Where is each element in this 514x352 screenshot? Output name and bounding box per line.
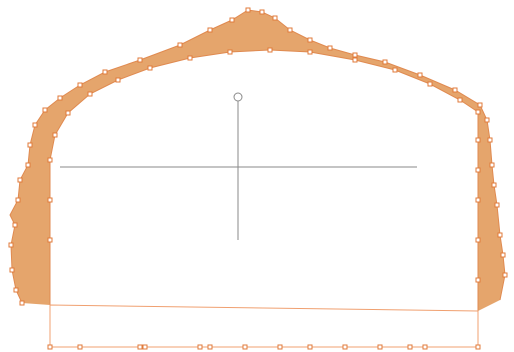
square-handle-icon[interactable] — [77, 344, 83, 350]
square-handle-icon[interactable] — [9, 267, 15, 273]
square-handle-icon[interactable] — [187, 55, 193, 61]
square-handle-icon[interactable] — [12, 222, 18, 228]
square-handle-icon[interactable] — [475, 277, 481, 283]
square-handle-icon[interactable] — [259, 9, 265, 15]
square-handle-icon[interactable] — [137, 344, 143, 350]
square-handle-icon[interactable] — [42, 107, 48, 113]
square-handle-icon[interactable] — [15, 197, 21, 203]
square-handle-icon[interactable] — [327, 45, 333, 51]
square-handle-icon[interactable] — [352, 52, 358, 58]
square-handle-icon[interactable] — [13, 287, 19, 293]
square-handle-icon[interactable] — [65, 110, 71, 116]
design-profile[interactable] — [49, 49, 479, 311]
square-handle-icon[interactable] — [500, 252, 506, 258]
square-handle-icon[interactable] — [8, 242, 14, 248]
center-circle-icon[interactable] — [233, 92, 243, 102]
square-handle-icon[interactable] — [47, 197, 53, 203]
square-handle-icon[interactable] — [417, 72, 423, 78]
square-handle-icon[interactable] — [487, 137, 493, 143]
square-handle-icon[interactable] — [147, 65, 153, 71]
square-handle-icon[interactable] — [475, 109, 481, 115]
scanned-outline[interactable] — [9, 9, 506, 304]
square-handle-icon[interactable] — [227, 49, 233, 55]
square-handle-icon[interactable] — [502, 272, 508, 278]
square-handle-icon[interactable] — [102, 69, 108, 75]
square-handle-icon[interactable] — [277, 344, 283, 350]
square-handle-icon[interactable] — [392, 67, 398, 73]
square-handle-icon[interactable] — [382, 59, 388, 65]
square-handle-icon[interactable] — [47, 157, 53, 163]
square-handle-icon[interactable] — [19, 300, 25, 306]
square-handle-icon[interactable] — [47, 237, 53, 243]
square-handle-icon[interactable] — [427, 81, 433, 87]
square-handle-icon[interactable] — [32, 122, 38, 128]
square-handle-icon[interactable] — [207, 27, 213, 33]
square-handle-icon[interactable] — [229, 17, 235, 23]
square-handle-icon[interactable] — [137, 57, 143, 63]
square-handle-icon[interactable] — [475, 237, 481, 243]
square-handle-icon[interactable] — [484, 117, 490, 123]
square-handle-icon[interactable] — [287, 27, 293, 33]
square-handle-icon[interactable] — [57, 95, 63, 101]
square-handle-icon[interactable] — [177, 42, 183, 48]
overbreak-region — [10, 10, 505, 311]
square-handle-icon[interactable] — [475, 167, 481, 173]
square-handle-icon[interactable] — [197, 344, 203, 350]
square-handle-icon[interactable] — [407, 344, 413, 350]
square-handle-icon[interactable] — [272, 15, 278, 21]
square-handle-icon[interactable] — [352, 57, 358, 63]
square-handle-icon[interactable] — [307, 344, 313, 350]
square-handle-icon[interactable] — [25, 162, 31, 168]
square-handle-icon[interactable] — [307, 37, 313, 43]
square-handle-icon[interactable] — [475, 137, 481, 143]
square-handle-icon[interactable] — [422, 344, 428, 350]
vertex-handles[interactable] — [8, 7, 508, 350]
square-handle-icon[interactable] — [87, 91, 93, 97]
square-handle-icon[interactable] — [494, 202, 500, 208]
square-handle-icon[interactable] — [475, 344, 481, 350]
square-handle-icon[interactable] — [115, 77, 121, 83]
square-handle-icon[interactable] — [489, 162, 495, 168]
square-handle-icon[interactable] — [17, 177, 23, 183]
floor-boundary[interactable] — [49, 304, 479, 348]
square-handle-icon[interactable] — [47, 344, 53, 350]
square-handle-icon[interactable] — [475, 197, 481, 203]
square-handle-icon[interactable] — [477, 102, 483, 108]
square-handle-icon[interactable] — [267, 47, 273, 53]
square-handle-icon[interactable] — [245, 7, 251, 13]
square-handle-icon[interactable] — [52, 132, 58, 138]
square-handle-icon[interactable] — [377, 344, 383, 350]
square-handle-icon[interactable] — [497, 232, 503, 238]
square-handle-icon[interactable] — [452, 87, 458, 93]
square-handle-icon[interactable] — [491, 182, 497, 188]
square-handle-icon[interactable] — [342, 344, 348, 350]
square-handle-icon[interactable] — [457, 97, 463, 103]
square-handle-icon[interactable] — [142, 344, 148, 350]
square-handle-icon[interactable] — [77, 82, 83, 88]
square-handle-icon[interactable] — [27, 142, 33, 148]
square-handle-icon[interactable] — [242, 344, 248, 350]
square-handle-icon[interactable] — [307, 49, 313, 55]
square-handle-icon[interactable] — [207, 344, 213, 350]
